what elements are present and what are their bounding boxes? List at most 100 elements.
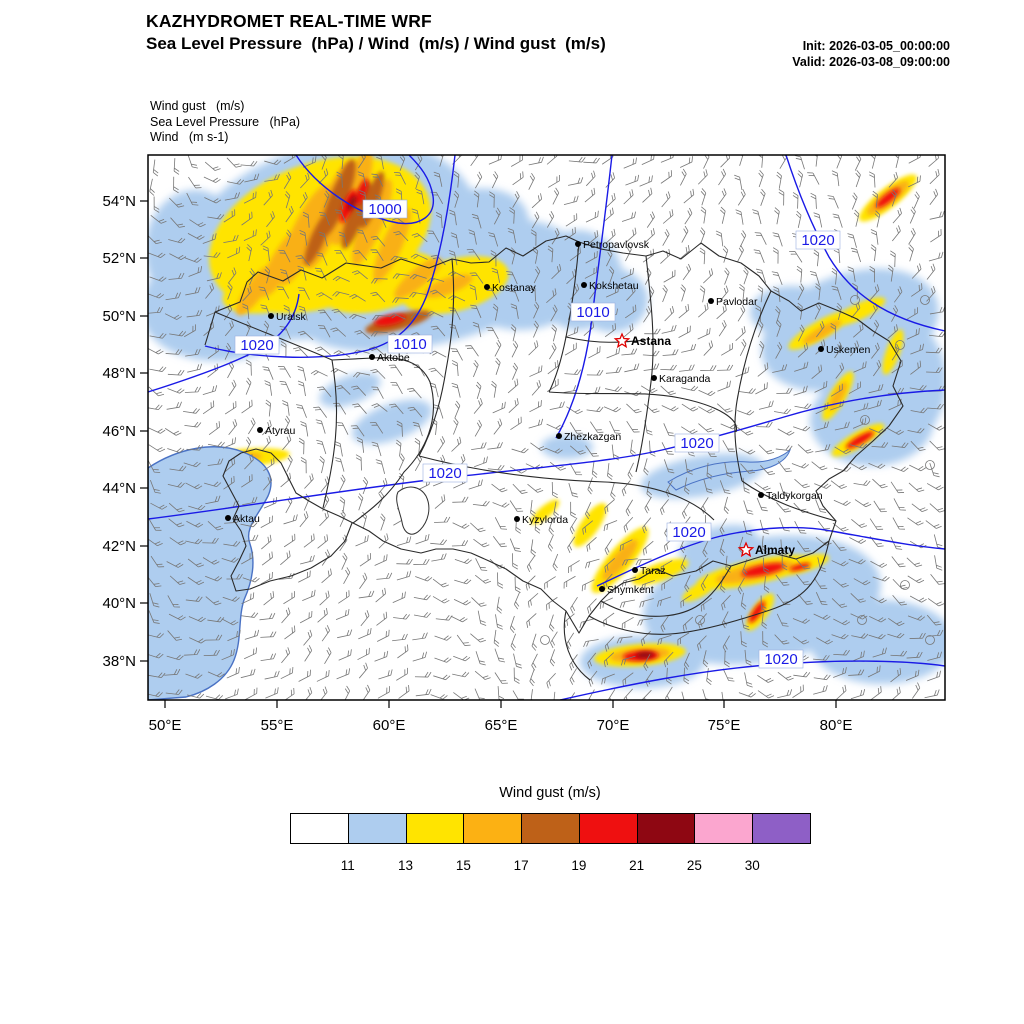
colorbar-cell-2: [405, 813, 465, 844]
city-label: Kokshetau: [589, 280, 639, 292]
legend-line-gust: Wind gust (m/s): [150, 99, 245, 113]
valid-time: Valid: 2026-03-08_09:00:00: [792, 55, 950, 69]
pressure-contour-label: 1020: [666, 522, 712, 542]
city-dot-icon: [708, 298, 714, 304]
axes: 54°N 52°N 50°N 48°N 46°N 44°N 42°N 40°N 38°N 50°E…: [102, 193, 852, 734]
city-atyrau: Atyrau: [257, 425, 296, 437]
city-shymkent: Shymkent: [599, 584, 654, 596]
lon-tick-label: 70°E: [597, 717, 630, 734]
city-dot-icon: [514, 516, 520, 522]
lon-tick-label: 65°E: [485, 717, 518, 734]
city-dot-icon: [632, 567, 638, 573]
colorbar-cell-7: [694, 813, 754, 844]
map-canvas: Petropavlovsk Kostanay Kokshetau Pavlodar Ur…: [102, 154, 946, 734]
city-label: Uskemen: [826, 344, 871, 356]
map-frame: [147, 154, 946, 701]
city-uralsk: Uralsk: [268, 311, 307, 323]
city-dot-icon: [369, 354, 375, 360]
colorbar-tick-label: 30: [744, 858, 760, 873]
city-dot-icon: [581, 282, 587, 288]
lon-tick-label: 50°E: [149, 717, 182, 734]
colorbar-tick-label: 25: [686, 858, 702, 873]
city-aktobe: Aktobe: [369, 352, 410, 364]
page-title: KAZHYDROMET REAL-TIME WRF: [146, 11, 432, 31]
city-label: Atyrau: [265, 425, 296, 437]
colorbar-tick-label: 11: [340, 858, 355, 873]
pressure-contour-label: 1020: [674, 433, 720, 453]
cities: Petropavlovsk Kostanay Kokshetau Pavlodar Ur…: [225, 239, 871, 596]
colorbar-tick-label: 19: [571, 858, 587, 873]
lat-tick-label: 48°N: [102, 365, 136, 382]
city-petropavlovsk: Petropavlovsk: [575, 239, 650, 251]
caspian-sea: [148, 446, 272, 700]
lat-tick-label: 38°N: [102, 653, 136, 670]
lat-tick-label: 52°N: [102, 250, 136, 267]
city-karaganda: Karaganda: [651, 373, 711, 385]
city-zhezkazgan: Zhezkazgan: [556, 431, 621, 443]
city-dot-icon: [268, 313, 274, 319]
lat-tick-label: 46°N: [102, 423, 136, 440]
colorbar-tick-label: 13: [398, 858, 414, 873]
colorbar-cell-3: [463, 813, 523, 844]
colorbar-cell-0: [290, 813, 349, 844]
city-dot-icon: [484, 284, 490, 290]
pressure-value: 1020: [240, 337, 273, 354]
city-label: Kyzylorda: [522, 514, 568, 526]
lon-tick-label: 60°E: [373, 717, 406, 734]
lat-tick-label: 54°N: [102, 193, 136, 210]
pressure-value: 1000: [368, 201, 401, 218]
colorbar: [290, 813, 812, 844]
city-taldykorgan: Taldykorgan: [758, 490, 823, 502]
city-uskemen: Uskemen: [818, 344, 871, 356]
aral-sea: [396, 486, 430, 535]
city-kokshetau: Kokshetau: [581, 280, 639, 292]
colorbar-cell-8: [752, 813, 812, 844]
city-label: Aktau: [233, 513, 260, 525]
pressure-value: 1020: [680, 435, 713, 452]
city-label: Pavlodar: [716, 296, 758, 308]
city-dot-icon: [556, 433, 562, 439]
pressure-value: 1020: [801, 232, 834, 249]
lat-tick-label: 44°N: [102, 480, 136, 497]
lon-tick-label: 75°E: [708, 717, 741, 734]
colorbar-cell-1: [347, 813, 407, 844]
lat-tick-label: 50°N: [102, 308, 136, 325]
colorbar-cell-6: [636, 813, 696, 844]
city-star-icon: [613, 332, 631, 349]
pressure-contour-label: 1020: [758, 649, 804, 669]
city-astana: Astana: [613, 332, 671, 349]
city-kostanay: Kostanay: [484, 282, 537, 294]
city-label: Uralsk: [276, 311, 307, 323]
city-dot-icon: [599, 586, 605, 592]
map-variables-legend: Wind gust (m/s) Sea Level Pressure (hPa)…: [150, 99, 300, 146]
pressure-value: 1020: [764, 651, 797, 668]
lake-balkhash: [667, 448, 792, 491]
city-almaty: Almaty: [737, 541, 795, 558]
colorbar-cell-5: [578, 813, 638, 844]
city-dot-icon: [225, 515, 231, 521]
city-label: Almaty: [755, 543, 795, 557]
colorbar-tick-label: 15: [455, 858, 471, 873]
colorbar-title: Wind gust (m/s): [499, 785, 601, 801]
city-pavlodar: Pavlodar: [708, 296, 758, 308]
colorbar-tick-label: 17: [513, 858, 529, 873]
pressure-value: 1020: [428, 465, 461, 482]
city-label: Aktobe: [377, 352, 410, 364]
colorbar-tick-label: 21: [629, 858, 645, 873]
map-inner: Petropavlovsk Kostanay Kokshetau Pavlodar Ur…: [148, 155, 945, 700]
city-kyzylorda: Kyzylorda: [514, 514, 568, 526]
city-label: Taraz: [640, 565, 666, 577]
city-label: Shymkent: [607, 584, 654, 596]
lat-tick-label: 40°N: [102, 595, 136, 612]
pressure-contour-label: 1000: [362, 199, 408, 219]
city-label: Zhezkazgan: [564, 431, 621, 443]
city-dot-icon: [651, 375, 657, 381]
pressure-contour-label: 1010: [570, 302, 616, 322]
init-time: Init: 2026-03-05_00:00:00: [802, 39, 950, 53]
lon-tick-label: 80°E: [820, 717, 853, 734]
pressure-contour-label: 1020: [234, 335, 280, 355]
city-dot-icon: [818, 346, 824, 352]
legend-line-wind: Wind (m s-1): [150, 130, 229, 144]
city-label: Kostanay: [492, 282, 537, 294]
